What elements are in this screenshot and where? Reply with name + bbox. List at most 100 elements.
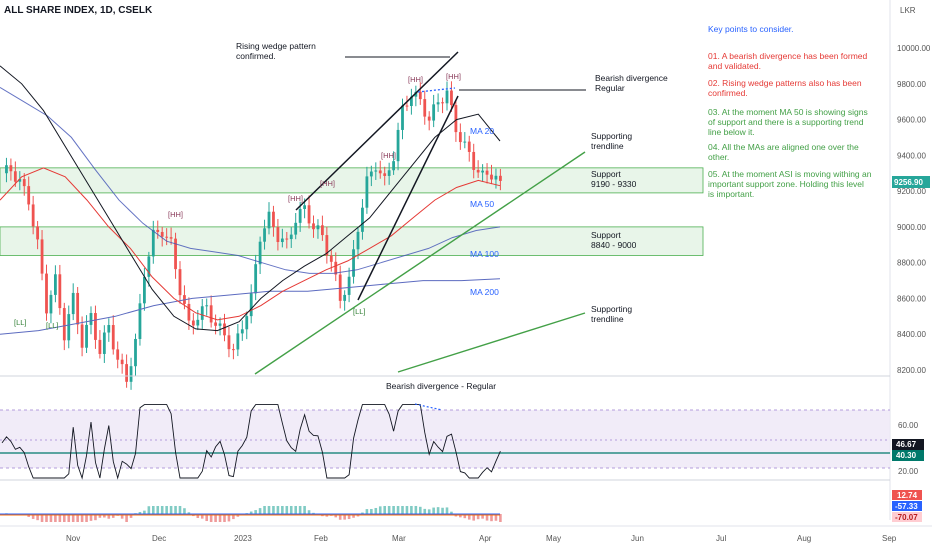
- candle-body: [67, 314, 71, 341]
- candle-body: [316, 225, 320, 230]
- candle-body: [463, 141, 467, 143]
- key-point-2: 02. Rising wedge patterns also has been c…: [708, 78, 862, 98]
- supporting-trendline-2: [397, 312, 586, 373]
- macd-bar: [254, 510, 257, 514]
- price-tick: 9800.00: [897, 80, 926, 89]
- candle-body: [200, 306, 204, 320]
- hh-label-1: [HH]: [408, 75, 423, 84]
- supporting-trendline-2-annotation: Supporting trendline: [591, 304, 632, 324]
- macd-bar: [374, 507, 378, 514]
- candle-body: [27, 186, 31, 205]
- macd-bar: [54, 514, 57, 522]
- candle-body: [151, 229, 155, 257]
- macd-bar: [298, 506, 302, 514]
- wedge-upper-line: [295, 51, 459, 211]
- candle-body: [107, 325, 111, 333]
- candle-body: [476, 169, 480, 173]
- candle-body: [120, 359, 124, 365]
- macd-bar: [361, 512, 364, 514]
- macd-bar: [303, 506, 306, 514]
- price-tick: 8200.00: [897, 366, 926, 375]
- time-tick: Dec: [152, 534, 166, 543]
- candle-body: [156, 229, 160, 232]
- time-tick: Apr: [479, 534, 492, 543]
- candle-body: [383, 173, 387, 176]
- candle-body: [85, 324, 88, 348]
- ma100-label: MA 100: [470, 249, 499, 259]
- rsi-value-tag: [892, 439, 924, 450]
- candle-body: [329, 255, 333, 262]
- macd-bar: [383, 506, 386, 514]
- currency-label: LKR: [900, 6, 916, 15]
- supporting-trendline-1: [254, 151, 586, 375]
- macd-bar: [276, 506, 280, 514]
- candle-body: [356, 231, 360, 250]
- macd-bar: [183, 508, 186, 514]
- time-axis[interactable]: Nov Dec 2023 Feb Mar Apr May Jun Jul Aug Sep: [66, 534, 897, 543]
- macd-bar: [49, 514, 53, 522]
- ll-label-1: [LL]: [14, 318, 27, 327]
- wedge-lower-line: [357, 95, 459, 301]
- candle-body: [374, 170, 378, 172]
- macd-bar: [289, 506, 293, 514]
- macd-bar: [467, 514, 471, 520]
- macd-bar: [481, 514, 484, 519]
- candle-body: [187, 303, 191, 321]
- macd-bar: [152, 506, 155, 514]
- candle-body: [245, 316, 249, 330]
- macd-bar: [94, 514, 97, 521]
- macd-bar: [89, 514, 93, 521]
- price-tick: 8800.00: [897, 259, 926, 268]
- candle-body: [209, 305, 213, 323]
- macd-hist-value: 12.74: [897, 491, 918, 500]
- macd-bar: [347, 514, 351, 520]
- candle-body: [62, 308, 66, 341]
- candle-body: [76, 292, 80, 325]
- candle-body: [218, 323, 222, 326]
- candle-body: [165, 236, 169, 238]
- macd-bar: [436, 507, 440, 514]
- macd-bar: [396, 506, 400, 514]
- macd-bar: [85, 514, 88, 522]
- candle-body: [80, 324, 84, 348]
- macd-bar: [218, 514, 222, 522]
- candle-body: [347, 276, 351, 295]
- price-axis[interactable]: 10000.00 9800.00 9600.00 9400.00 9200.00 9000…: [897, 44, 931, 375]
- macd-bar: [499, 514, 502, 522]
- macd-bar: [432, 507, 435, 514]
- macd-bar: [378, 506, 382, 514]
- candle-body: [396, 129, 400, 162]
- macd-bar: [490, 514, 493, 522]
- macd-bar: [169, 506, 173, 514]
- rsi-ma-value-tag: [892, 450, 924, 461]
- ma100-line: [0, 86, 501, 274]
- key-points-heading: Key points to consider.: [708, 24, 794, 34]
- candle-body: [240, 329, 244, 334]
- candle-body: [352, 249, 355, 277]
- candle-body: [9, 165, 13, 172]
- rsi-band: [0, 410, 890, 468]
- macd-bar: [205, 514, 208, 522]
- macd-bar: [312, 512, 315, 514]
- last-price-value: 9256.90: [894, 178, 923, 187]
- macd-bar: [338, 514, 342, 520]
- rsi-tick-20: 20.00: [898, 467, 919, 476]
- candle-body: [254, 264, 258, 294]
- bearish-divergence-annotation: Bearish divergence Regular: [595, 73, 668, 93]
- candle-body: [387, 170, 391, 176]
- support-2-annotation: Support 8840 - 9000: [591, 230, 637, 250]
- macd-bar: [187, 512, 191, 514]
- candle-body: [31, 204, 35, 227]
- macd-bar: [370, 508, 373, 514]
- macd-bar: [249, 511, 253, 514]
- candle-body: [263, 228, 266, 242]
- macd-bar: [272, 506, 275, 514]
- candle-body: [94, 313, 97, 340]
- ma20-label: MA 20: [470, 126, 494, 136]
- key-point-3: 03. At the moment MA 50 is showing signs…: [708, 107, 868, 137]
- macd-bar: [143, 510, 146, 514]
- candle-body: [499, 175, 502, 181]
- candle-body: [365, 176, 369, 208]
- hh-label-4: [HH]: [320, 179, 335, 188]
- macd-bar: [27, 514, 30, 517]
